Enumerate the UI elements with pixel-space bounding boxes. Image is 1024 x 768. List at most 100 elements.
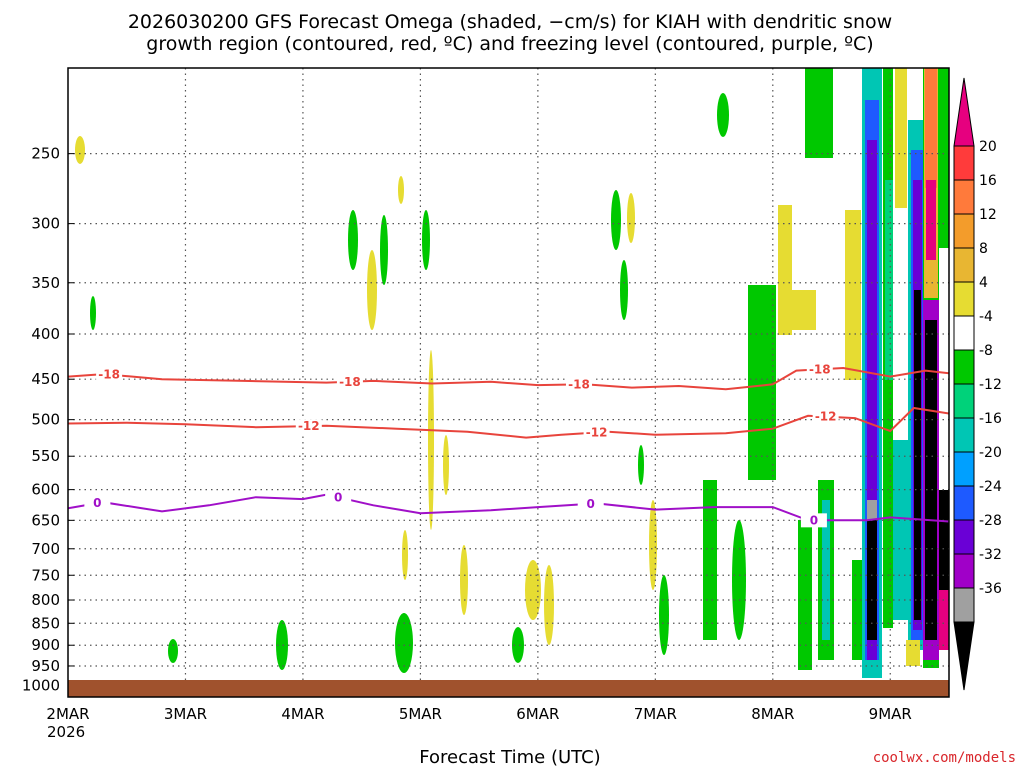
colorbar-swatch (953, 145, 975, 181)
contour-label-bg (565, 377, 592, 392)
omega-cell (398, 176, 404, 204)
y-tick-label: 900 (31, 636, 60, 654)
y-tick-label: 650 (31, 511, 60, 529)
omega-cell (732, 520, 746, 640)
omega-cell (638, 445, 644, 485)
colorbar-label: 4 (979, 275, 988, 291)
y-tick-label: 450 (31, 370, 60, 388)
y-tick-label: 400 (31, 325, 60, 343)
x-axis-title: Forecast Time (UTC) (419, 747, 600, 768)
omega-cell (805, 68, 833, 158)
contour-label: 0 (587, 497, 595, 511)
colorbar-label: -8 (979, 343, 993, 359)
omega-cell (926, 180, 936, 260)
credit-text: coolwx.com/models (873, 750, 1016, 766)
omega-cell (525, 560, 541, 620)
colorbar-swatch (953, 587, 975, 623)
omega-cell (906, 640, 920, 666)
omega-cell (867, 140, 877, 660)
omega-cell (939, 590, 949, 650)
chart-title-line-2: growth region (contoured, red, ºC) and f… (146, 33, 873, 55)
omega-cell (845, 210, 861, 380)
omega-cell (402, 530, 408, 580)
x-tick-label: 6MAR (516, 705, 559, 723)
omega-cell (914, 290, 921, 620)
contour-label: -12 (298, 419, 320, 433)
contour-label-bg (583, 425, 610, 440)
omega-cell (428, 350, 434, 530)
colorbar-label: 16 (979, 173, 997, 189)
contour-label-bg (800, 513, 827, 528)
colorbar-swatch (953, 281, 975, 317)
x-tick-label: 7MAR (634, 705, 677, 723)
omega-cell (90, 296, 96, 330)
contour-label-bg (812, 409, 839, 424)
x-tick-label: 4MAR (281, 705, 324, 723)
colorbar: 20 16 12 8 4 -4 -8 -12 -16 -20 -24 -28 -32 -36 (953, 77, 1002, 691)
omega-cell (925, 320, 937, 640)
contour-label-bg (96, 367, 123, 382)
colorbar-label: -4 (979, 309, 993, 325)
contour-label-bg (295, 419, 322, 434)
y-tick-label: 850 (31, 614, 60, 632)
omega-cell (703, 480, 717, 640)
colorbar-arrow-bottom (953, 621, 975, 691)
y-tick-label: 250 (31, 145, 60, 163)
omega-cell (367, 250, 377, 330)
y-tick-label: 300 (31, 215, 60, 233)
colorbar-swatch (953, 213, 975, 249)
omega-cell (380, 215, 388, 285)
y-tick-label: 350 (31, 274, 60, 292)
omega-cell (798, 520, 812, 670)
colorbar-label: -12 (979, 377, 1002, 393)
omega-cell (348, 210, 358, 270)
omega-cell (659, 575, 669, 655)
omega-cell (611, 190, 621, 250)
omega-cell (925, 68, 937, 188)
colorbar-arrow-top (953, 77, 975, 147)
colorbar-swatch (953, 247, 975, 283)
colorbar-label: -32 (979, 547, 1002, 563)
colorbar-label: -28 (979, 513, 1002, 529)
y-tick-label: 600 (31, 481, 60, 499)
omega-cell (867, 520, 877, 640)
x-tick-label: 5MAR (399, 705, 442, 723)
colorbar-label: 12 (979, 207, 997, 223)
ground-terrain (68, 680, 949, 697)
colorbar-swatch (953, 349, 975, 385)
y-tick-label: 950 (31, 657, 60, 675)
omega-cell (717, 93, 729, 137)
colorbar-swatch (953, 485, 975, 521)
colorbar-label: 20 (979, 139, 997, 155)
pressure-axis: 250 300 350 400 450 500 550 600 650 700 750 800 850 9… (22, 145, 60, 695)
omega-cell (395, 613, 413, 673)
x-tick-label: 8MAR (751, 705, 794, 723)
contour-label: 0 (810, 513, 818, 527)
omega-cell (939, 490, 949, 590)
omega-cell (822, 500, 830, 640)
contour-label-bg (577, 496, 604, 511)
omega-cell (748, 285, 776, 480)
colorbar-swatch (953, 519, 975, 555)
contour-label: -18 (809, 362, 831, 376)
contour-label: 0 (93, 496, 101, 510)
colorbar-swatch (953, 553, 975, 589)
y-tick-label: 800 (31, 591, 60, 609)
y-tick-label: 550 (31, 447, 60, 465)
omega-cell (443, 435, 449, 495)
contour-label-bg (84, 496, 111, 511)
time-axis: 2MAR 3MAR 4MAR 5MAR 6MAR 7MAR 8MAR 9MAR (46, 705, 911, 723)
x-tick-label: 3MAR (164, 705, 207, 723)
omega-cell (895, 68, 907, 208)
colorbar-label: -24 (979, 479, 1002, 495)
omega-cell (168, 639, 178, 663)
contour-label-bg (336, 374, 363, 389)
y-tick-label: 700 (31, 540, 60, 558)
omega-cell (893, 440, 909, 620)
chart-title-line-1: 2026030200 GFS Forecast Omega (shaded, −… (128, 11, 892, 33)
colorbar-swatch (953, 417, 975, 453)
omega-cell (939, 68, 949, 248)
omega-cell (867, 500, 877, 520)
x-tick-label: 9MAR (869, 705, 912, 723)
